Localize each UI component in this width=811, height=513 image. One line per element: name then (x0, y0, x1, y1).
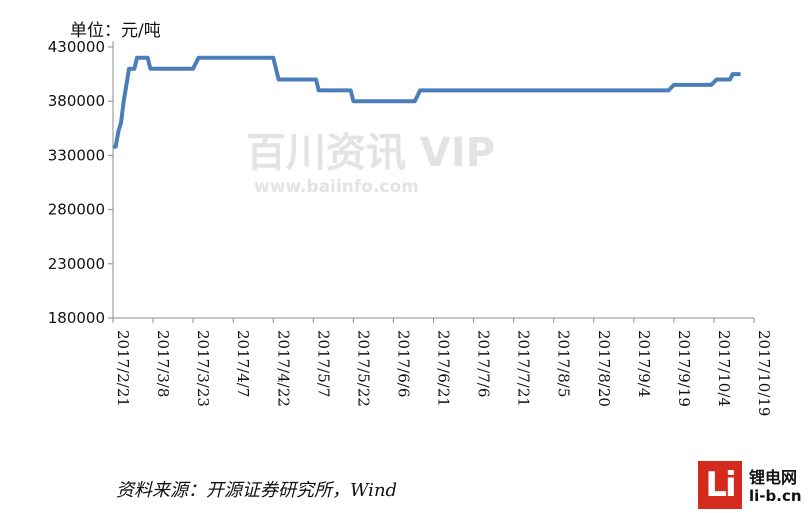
x-tick-label: 2017/3/23 (194, 330, 212, 407)
y-tick-label: 380000 (48, 92, 105, 110)
y-tick-label: 430000 (48, 38, 105, 56)
series-layer (113, 55, 741, 149)
x-tick-label: 2017/9/4 (635, 330, 653, 397)
watermark-main-text: 百川资讯 VIP (246, 130, 495, 176)
source-note: 资料来源：开源证券研究所，Wind (116, 480, 398, 501)
price-series-line (113, 55, 741, 149)
logo-url: li-b.cn (749, 487, 802, 505)
x-tick-label: 2017/4/22 (274, 330, 292, 407)
watermark: 百川资讯 VIP www.baiinfo.com (246, 130, 495, 197)
logo-name: 锂电网 (749, 468, 798, 487)
y-tick-label: 330000 (48, 146, 105, 164)
y-tick-label: 230000 (48, 255, 105, 273)
y-tick-label: 180000 (48, 309, 105, 327)
x-tick-label: 2017/10/19 (755, 330, 773, 416)
y-tick-label: 280000 (48, 201, 105, 219)
logo-mark: Li (698, 461, 742, 509)
x-tick-label: 2017/5/7 (314, 330, 332, 397)
x-axis-ticks: 2017/2/21 2017/3/8 2017/3/23 2017/4/7 2017/4… (112, 318, 773, 416)
x-tick-label: 2017/2/21 (114, 330, 132, 407)
price-line-chart: 百川资讯 VIP www.baiinfo.com 430000 380000 330… (48, 38, 773, 416)
x-tick-label: 2017/10/4 (715, 330, 733, 407)
y-axis-ticks: 430000 380000 330000 280000 230000 180000 (48, 38, 113, 327)
site-logo: Li 锂电网 li-b.cn (698, 461, 810, 511)
x-tick-label: 2017/7/6 (475, 330, 493, 397)
x-tick-label: 2017/8/5 (555, 330, 573, 397)
x-tick-label: 2017/3/8 (154, 330, 172, 397)
x-tick-label: 2017/9/19 (675, 330, 693, 407)
x-tick-label: 2017/5/22 (354, 330, 372, 407)
x-tick-label: 2017/7/21 (515, 330, 533, 407)
x-tick-label: 2017/6/21 (435, 330, 453, 407)
x-tick-label: 2017/8/20 (595, 330, 613, 407)
watermark-sub-text: www.baiinfo.com (254, 177, 419, 197)
x-tick-label: 2017/4/7 (234, 330, 252, 397)
y-axis-unit-label: 单位：元/吨 (70, 21, 161, 41)
x-tick-label: 2017/6/6 (394, 330, 412, 397)
